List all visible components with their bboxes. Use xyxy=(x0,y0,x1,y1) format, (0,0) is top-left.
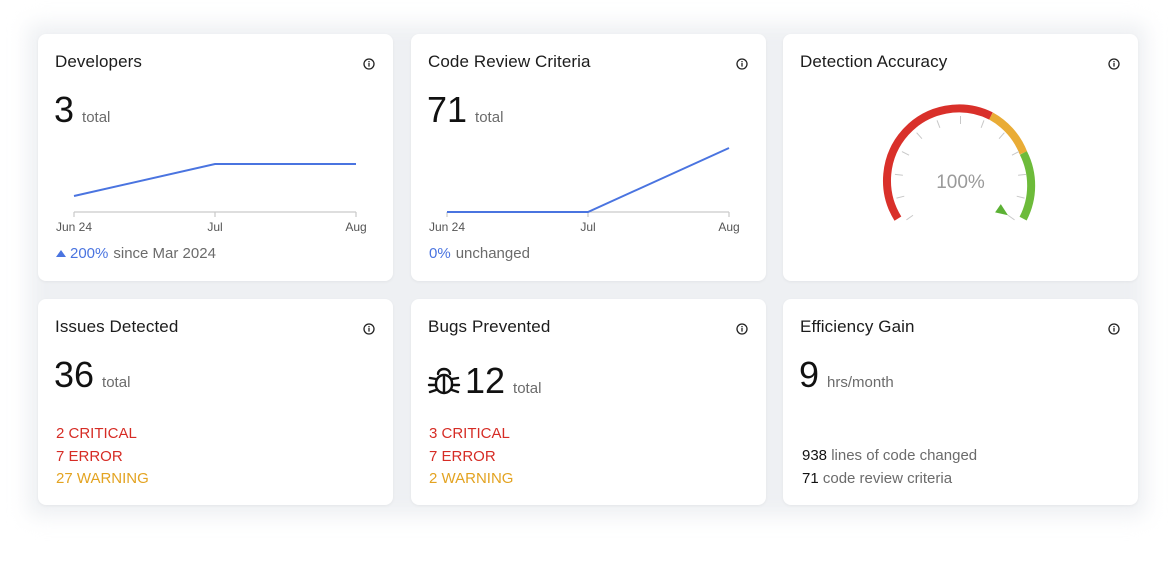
gauge-arc-green xyxy=(1019,151,1036,221)
metric-value: 36 xyxy=(54,354,95,395)
metric-value: 12 xyxy=(465,360,506,401)
accuracy-gauge: 100% xyxy=(883,104,1036,221)
metric-unit: total xyxy=(82,109,111,126)
x-tick-label: Jul xyxy=(580,220,595,234)
series-line xyxy=(447,147,730,213)
metric-unit: total xyxy=(102,374,131,391)
card-title: Detection Accuracy xyxy=(800,52,948,71)
code-review-card: Code Review Criteria 71 total Jun 24 Jul A… xyxy=(411,34,766,281)
change-summary: 0% unchanged xyxy=(429,245,530,262)
info-icon[interactable] xyxy=(736,323,748,335)
review-criteria-count: 71 xyxy=(802,469,819,487)
change-value: 0% xyxy=(429,245,451,262)
gauge-tick xyxy=(906,214,914,221)
developers-trend-chart: Jun 24 Jul Aug xyxy=(56,163,367,234)
gauge-tick xyxy=(980,120,985,128)
x-tick-label: Aug xyxy=(345,220,366,234)
review-criteria-label: code review criteria xyxy=(822,469,953,487)
metric-value-row: 3 total xyxy=(54,92,110,128)
change-value: 200% xyxy=(70,245,109,262)
lines-changed-row: 938 lines of code changed xyxy=(802,445,977,468)
error-count: 7 ERROR xyxy=(429,447,496,465)
warning-count: 2 WARNING xyxy=(429,470,514,487)
severity-list: 2 CRITICAL 7 ERROR 27 WARNING xyxy=(56,423,149,491)
x-tick-label: Aug xyxy=(718,220,739,234)
metric-value: 3 xyxy=(54,89,75,130)
info-icon[interactable] xyxy=(736,58,748,70)
info-icon[interactable] xyxy=(1108,323,1120,335)
change-text: since Mar 2024 xyxy=(113,245,216,262)
card-title: Bugs Prevented xyxy=(428,317,551,336)
efficiency-details: 938 lines of code changed 71 code review… xyxy=(802,445,977,490)
gauge-tick xyxy=(896,195,905,199)
gauge-tick xyxy=(1018,173,1027,176)
metric-unit: total xyxy=(475,109,504,126)
x-tick-label: Jul xyxy=(207,220,222,234)
gauge-tick xyxy=(916,132,923,140)
gauge-tick xyxy=(998,132,1005,140)
card-title: Efficiency Gain xyxy=(800,317,915,336)
review-criteria-row: 71 code review criteria xyxy=(802,468,977,491)
metric-value: 9 xyxy=(799,354,820,395)
warning-count: 27 WARNING xyxy=(56,470,149,487)
metric-value-row: 36 total xyxy=(54,357,130,393)
gauge-arc-red xyxy=(883,104,993,221)
x-tick-label: Jun 24 xyxy=(56,220,92,234)
metric-value-row: 12 total xyxy=(427,363,541,399)
change-text: unchanged xyxy=(455,245,530,262)
gauge-arc-orange xyxy=(988,112,1028,155)
gauge-needle xyxy=(995,204,1008,216)
info-icon[interactable] xyxy=(363,323,375,335)
gauge-tick xyxy=(936,120,941,128)
info-icon[interactable] xyxy=(363,58,375,70)
metric-unit: hrs/month xyxy=(827,374,894,391)
metric-unit: total xyxy=(513,380,542,397)
triangle-up-icon xyxy=(56,250,66,257)
severity-list: 3 CRITICAL 7 ERROR 2 WARNING xyxy=(429,423,513,491)
critical-count: 2 CRITICAL xyxy=(56,425,137,442)
gauge-tick xyxy=(894,173,903,176)
metric-value-row: 71 total xyxy=(427,92,503,128)
metric-value-row: 9 hrs/month xyxy=(799,357,894,393)
x-tick-label: Jun 24 xyxy=(429,220,465,234)
gauge-tick xyxy=(1016,195,1025,199)
gauge-value-label: 100% xyxy=(936,172,985,193)
error-count: 7 ERROR xyxy=(56,447,123,465)
series-line xyxy=(73,163,356,197)
issues-card: Issues Detected 36 total 2 CRITICAL 7 ER… xyxy=(38,299,393,505)
developers-card: Developers 3 total Jun 24 Jul Aug 200% sin… xyxy=(38,34,393,281)
lines-changed-count: 938 xyxy=(802,447,828,464)
card-title: Issues Detected xyxy=(55,317,179,336)
gauge-tick xyxy=(1011,151,1020,156)
card-title: Code Review Criteria xyxy=(428,52,591,71)
gauge-tick xyxy=(901,151,910,156)
info-icon[interactable] xyxy=(1108,58,1120,70)
gauge-tick xyxy=(1007,214,1015,221)
code-review-trend-chart: Jun 24 Jul Aug xyxy=(429,147,740,234)
detection-accuracy-card: Detection Accuracy 100% xyxy=(783,34,1138,281)
card-title: Developers xyxy=(55,52,142,71)
metric-value: 71 xyxy=(427,89,468,130)
bug-icon xyxy=(427,367,461,395)
gauge-ticks xyxy=(894,116,1027,221)
critical-count: 3 CRITICAL xyxy=(429,425,510,442)
bugs-card: Bugs Prevented 12 total 3 CRITICAL 7 ERR… xyxy=(411,299,766,505)
change-summary: 200% since Mar 2024 xyxy=(56,245,216,262)
lines-changed-label: lines of code changed xyxy=(831,447,978,464)
efficiency-card: Efficiency Gain 9 hrs/month 938 lines of… xyxy=(783,299,1138,505)
